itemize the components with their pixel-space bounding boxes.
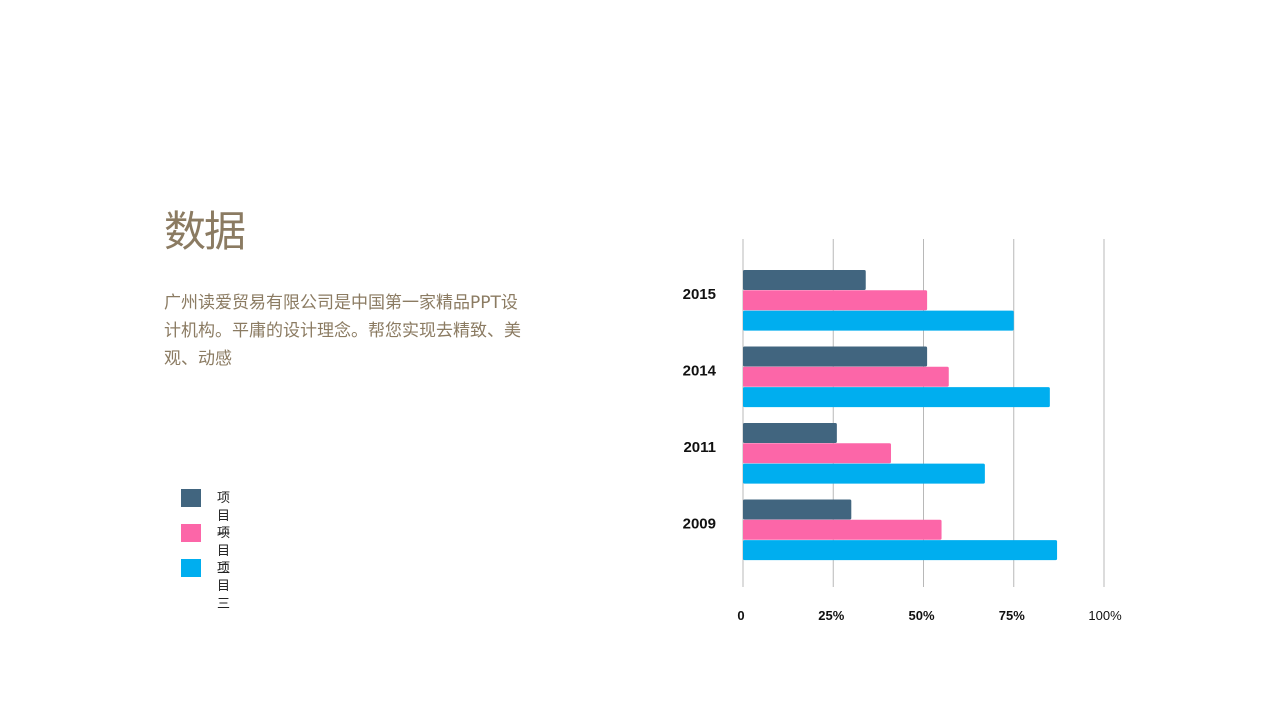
legend-swatch-series-3 [181,559,201,577]
x-tick-label: 50% [908,608,934,623]
category-label-2015: 2015 [683,286,716,303]
bar-2015-series-3 [743,310,1014,331]
x-tick-label: 25% [818,608,844,623]
bar-2009-series-3 [743,540,1058,561]
x-tick-label: 0 [737,608,744,623]
description-text: 广州读爱贸易有限公司是中国第一家精品PPT设计机构。平庸的设计理念。帮您实现去精… [164,293,521,369]
legend-swatch-series-2 [181,524,201,542]
legend-label-series-1: 项目一 [217,491,231,542]
bar-2014-series-2 [743,366,949,387]
bar-2015-series-1 [743,270,866,290]
bar-2011-series-3 [743,463,985,484]
x-tick-label: 75% [999,608,1025,623]
bar-2014-series-3 [743,387,1050,408]
category-label-2011: 2011 [683,439,716,456]
page-title: 数据 [164,207,246,256]
legend-label-series-3: 项目三 [217,561,231,612]
legend-label-series-2: 项目二 [217,526,231,577]
category-label-2009: 2009 [683,516,716,533]
x-tick-label: 100% [1088,608,1122,623]
bar-2011-series-2 [743,443,892,464]
category-label-2014: 2014 [683,363,717,380]
legend-swatch-series-1 [181,489,201,507]
bar-2009-series-1 [743,499,852,520]
bar-2015-series-2 [743,290,928,311]
bar-2009-series-2 [743,519,942,540]
bar-2014-series-1 [743,346,928,367]
bar-2011-series-1 [743,423,837,443]
